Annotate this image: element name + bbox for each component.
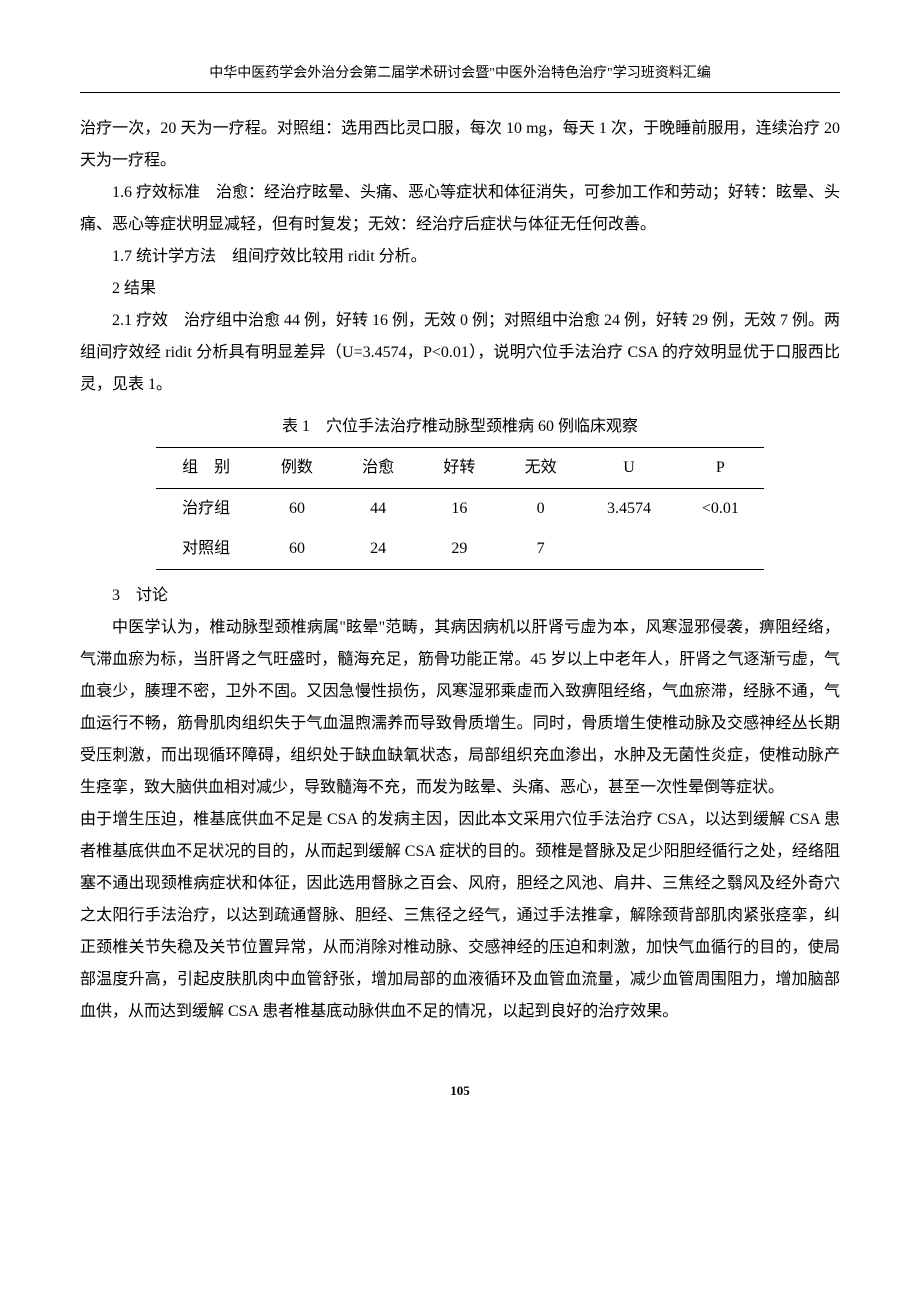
table-title: 表 1 穴位手法治疗椎动脉型颈椎病 60 例临床观察 <box>80 411 840 443</box>
cell: 60 <box>256 529 337 570</box>
col-cases: 例数 <box>256 448 337 489</box>
cell: 治疗组 <box>156 489 256 530</box>
table-row: 对照组 60 24 29 7 <box>156 529 764 570</box>
cell: 44 <box>338 489 419 530</box>
page-number: 105 <box>80 1078 840 1104</box>
col-noeffect: 无效 <box>500 448 581 489</box>
paragraph-discussion-1: 中医学认为，椎动脉型颈椎病属"眩晕"范畴，其病因病机以肝肾亏虚为本，风寒湿邪侵袭… <box>80 612 840 804</box>
table-header-row: 组 别 例数 治愈 好转 无效 U P <box>156 448 764 489</box>
section-results: 2 结果 <box>80 273 840 305</box>
col-cured: 治愈 <box>338 448 419 489</box>
paragraph-treatment-continue: 治疗一次，20 天为一疗程。对照组：选用西比灵口服，每次 10 mg，每天 1 … <box>80 113 840 177</box>
paragraph-statistics: 1.7 统计学方法 组间疗效比较用 ridit 分析。 <box>80 241 840 273</box>
cell: 16 <box>419 489 500 530</box>
col-improved: 好转 <box>419 448 500 489</box>
cell <box>677 529 764 570</box>
cell: 24 <box>338 529 419 570</box>
cell: 29 <box>419 529 500 570</box>
col-group: 组 别 <box>156 448 256 489</box>
paragraph-efficacy-standard: 1.6 疗效标准 治愈：经治疗眩晕、头痛、恶心等症状和体征消失，可参加工作和劳动… <box>80 177 840 241</box>
page-header: 中华中医药学会外治分会第二届学术研讨会暨"中医外治特色治疗"学习班资料汇编 <box>80 60 840 93</box>
col-p: P <box>677 448 764 489</box>
cell: 3.4574 <box>581 489 677 530</box>
col-u: U <box>581 448 677 489</box>
paragraph-discussion-2: 由于增生压迫，椎基底供血不足是 CSA 的发病主因，因此本文采用穴位手法治疗 C… <box>80 804 840 1028</box>
cell: 60 <box>256 489 337 530</box>
section-discussion: 3 讨论 <box>80 580 840 612</box>
cell: 7 <box>500 529 581 570</box>
results-table: 组 别 例数 治愈 好转 无效 U P 治疗组 60 44 16 0 3.457… <box>156 447 764 570</box>
cell: 对照组 <box>156 529 256 570</box>
cell: 0 <box>500 489 581 530</box>
cell: <0.01 <box>677 489 764 530</box>
paragraph-results-efficacy: 2.1 疗效 治疗组中治愈 44 例，好转 16 例，无效 0 例；对照组中治愈… <box>80 305 840 401</box>
table-row: 治疗组 60 44 16 0 3.4574 <0.01 <box>156 489 764 530</box>
cell <box>581 529 677 570</box>
